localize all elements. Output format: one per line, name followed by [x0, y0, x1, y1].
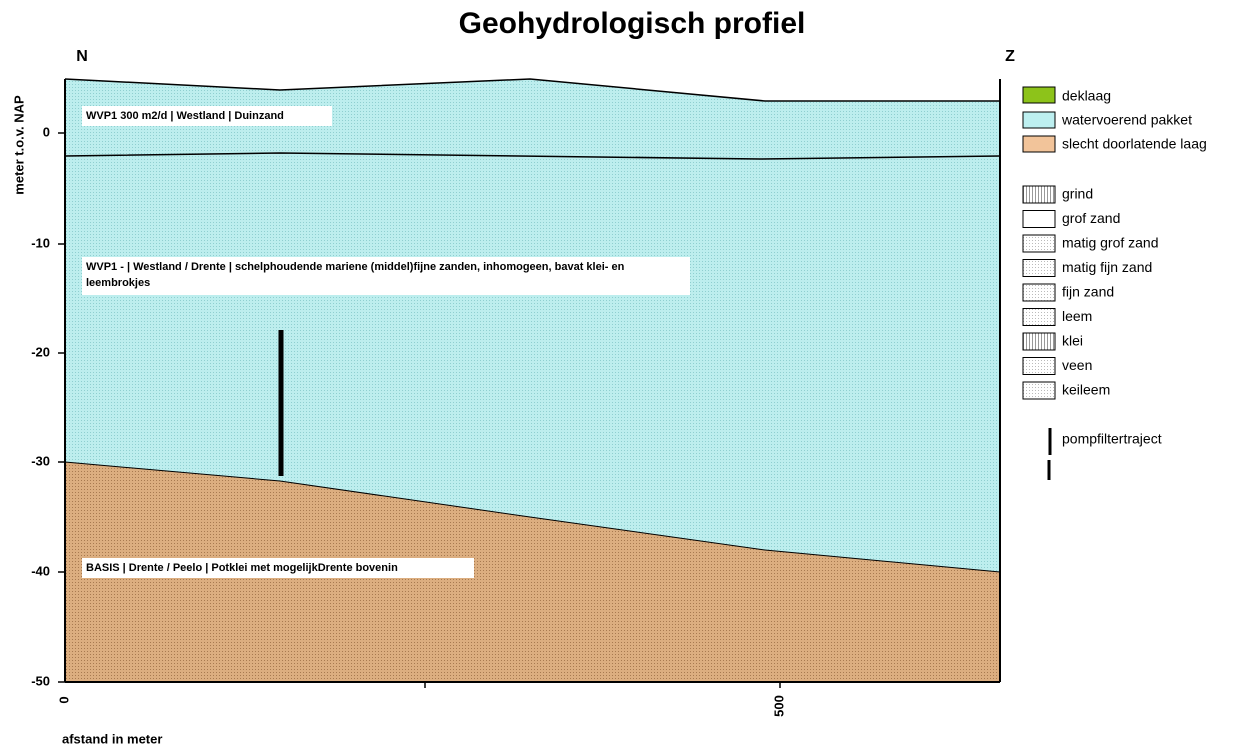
aquifer [65, 79, 1000, 572]
legend-swatch [1022, 259, 1056, 277]
legend-swatch [1022, 135, 1056, 153]
layer-label: WVP1 300 m2/d | Westland | Duinzand [86, 110, 284, 122]
legend-label: keileem [1062, 382, 1110, 398]
legend-label: veen [1062, 357, 1092, 373]
right-end: Z [1005, 48, 1015, 65]
surface [64, 78, 1000, 102]
legend-label: grind [1062, 186, 1093, 202]
ticks [58, 132, 781, 688]
legend-label: fijn zand [1062, 284, 1114, 300]
x-axis-label: afstand in meter [62, 731, 162, 746]
legend-swatch [1022, 381, 1056, 400]
layer-label: BASIS | Drente / Peelo | Potklei met mog… [86, 562, 398, 574]
legend-swatch [1022, 308, 1056, 326]
y-tick-label: 0 [43, 124, 50, 139]
legend-swatch [1022, 111, 1056, 129]
label-box [82, 106, 332, 126]
legend-swatch [1022, 234, 1056, 253]
y-tick-label: -30 [31, 453, 50, 468]
legend-swatch [1022, 332, 1056, 351]
legend-label: matig grof zand [1062, 235, 1159, 251]
legend-swatch [1022, 86, 1056, 104]
y-tick-label: -20 [31, 344, 50, 359]
left-end: N [76, 48, 88, 65]
legend-swatch [1022, 283, 1056, 302]
legend-label: matig fijn zand [1062, 259, 1152, 275]
boundary [64, 152, 1001, 160]
y-axis-label: meter t.o.v. NAP [11, 95, 26, 195]
x-tick-label: 500 [771, 695, 786, 717]
title: Geohydrologisch profiel [459, 7, 806, 40]
x-tick-label: 0 [56, 696, 71, 703]
legend: deklaag watervoerend pakket slecht doorl… [1022, 86, 1207, 153]
legend-label: deklaag [1062, 88, 1111, 104]
layer-label-wrap: WVP1 - | Westland / Drente | schelphoude… [86, 261, 625, 289]
y-tick-label: -50 [31, 673, 50, 688]
legend-label: watervoerend pakket [1061, 112, 1192, 128]
legend-swatch [1022, 357, 1056, 375]
legend-label: pompfiltertraject [1062, 431, 1162, 447]
legend-label: slecht doorlatende laag [1062, 136, 1207, 152]
legend-swatch [1022, 210, 1056, 228]
legend-swatch [1022, 185, 1056, 204]
legend-label: klei [1062, 333, 1083, 349]
label-box [82, 257, 690, 295]
y-tick-label: -10 [31, 235, 50, 250]
legend-label: grof zand [1062, 210, 1120, 226]
material-legend: grind grof zand matig grof zand matig fijn … [1022, 185, 1159, 400]
layer-label: WVP1 - | Westland / Drente | schelphoude… [86, 261, 625, 289]
label-box [82, 558, 474, 578]
basis [65, 462, 1000, 682]
legend-label: leem [1062, 308, 1092, 324]
y-tick-label: -40 [31, 563, 50, 578]
boundary [64, 461, 1001, 573]
